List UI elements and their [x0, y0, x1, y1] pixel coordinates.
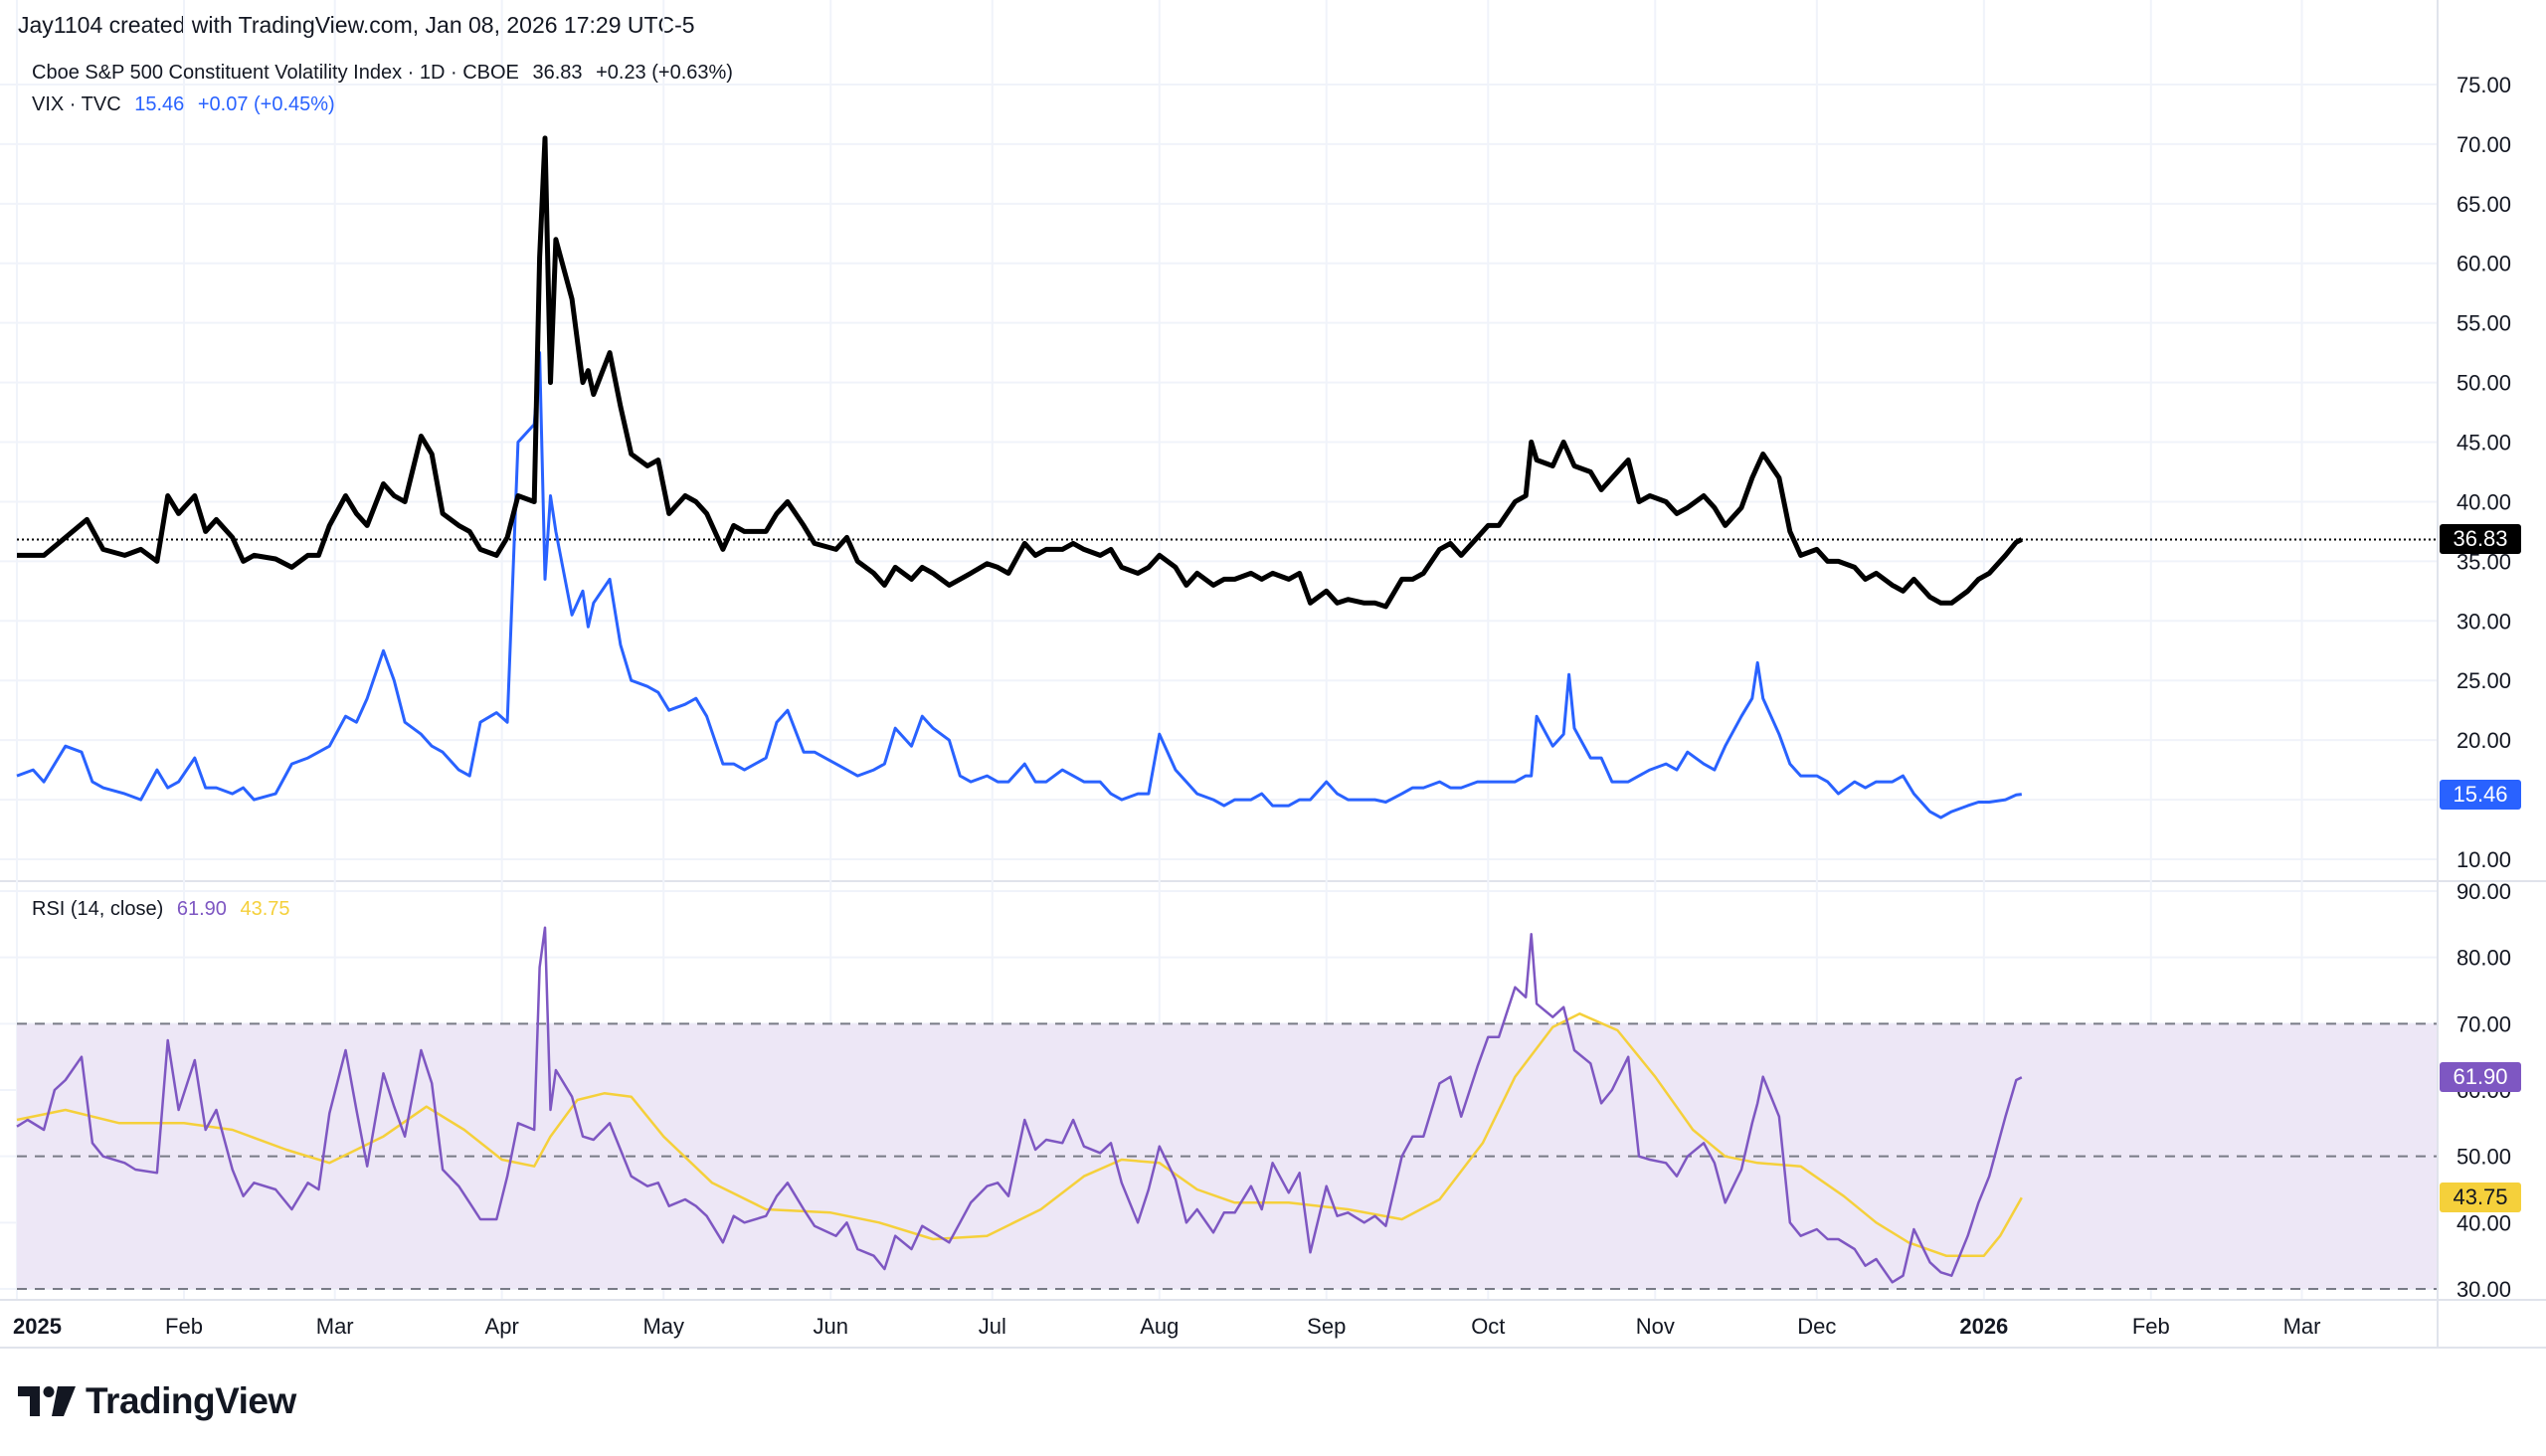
rsi-y-tick-label: 40.00	[2456, 1210, 2511, 1235]
vix-legend-name: VIX · TVC	[32, 93, 121, 115]
y-tick-label: 60.00	[2456, 252, 2511, 276]
main-legend-change: +0.23 (+0.63%)	[596, 62, 733, 84]
y-tick-label: 25.00	[2456, 668, 2511, 693]
x-tick-label: Nov	[1636, 1314, 1675, 1339]
vix-legend-change: +0.07 (+0.45%)	[197, 93, 335, 115]
vix-legend-value: 15.46	[134, 93, 185, 115]
rsi-legend: RSI (14, close) 61.90 43.75	[32, 898, 298, 921]
x-tick-label: May	[642, 1314, 684, 1339]
rsi-y-tick-label: 50.00	[2456, 1145, 2511, 1170]
x-tick-label: Jul	[979, 1314, 1006, 1339]
x-tick-label: Apr	[485, 1314, 519, 1339]
rsi-y-tick-label: 90.00	[2456, 879, 2511, 904]
x-tick-label: Mar	[2283, 1314, 2321, 1339]
rsi-y-tick-label: 80.00	[2456, 946, 2511, 971]
axis-layer: 2025 Feb Mar Apr May Jun Jul Aug Sep Oct Nov Dec 202…	[13, 73, 2511, 1339]
y-tick-label: 40.00	[2456, 489, 2511, 514]
main-price-badge: 36.83	[2440, 524, 2521, 555]
rsi-ma-value-badge: 43.75	[2440, 1183, 2521, 1213]
x-tick-label: 2026	[1959, 1314, 2008, 1339]
y-tick-label: 50.00	[2456, 371, 2511, 396]
vix-legend: VIX · TVC 15.46 +0.07 (+0.45%)	[32, 93, 343, 116]
tradingview-logo-icon	[18, 1386, 76, 1416]
rsi-band	[17, 1022, 2437, 1290]
y-tick-label: 70.00	[2456, 132, 2511, 157]
y-tick-label: 75.00	[2456, 73, 2511, 97]
rsi-ma-line	[16, 1012, 2023, 1257]
vix-line	[16, 351, 2022, 819]
y-tick-label: 20.00	[2456, 728, 2511, 753]
chart-credit: Jay1104 created with TradingView.com, Ja…	[18, 12, 695, 38]
y-tick-label: 55.00	[2456, 311, 2511, 336]
y-tick-label: 45.00	[2456, 431, 2511, 455]
x-tick-label: Feb	[2132, 1314, 2170, 1339]
main-legend-name: Cboe S&P 500 Constituent Volatility Inde…	[32, 62, 519, 84]
tradingview-logo-text: TradingView	[86, 1380, 296, 1421]
tradingview-logo[interactable]: TradingView	[18, 1380, 296, 1422]
main-legend: Cboe S&P 500 Constituent Volatility Inde…	[32, 62, 741, 85]
main-series-line	[17, 135, 2023, 610]
rsi-legend-value: 61.90	[176, 898, 227, 920]
x-tick-label: Feb	[165, 1314, 203, 1339]
y-tick-label: 30.00	[2456, 609, 2511, 634]
rsi-legend-ma: 43.75	[240, 898, 290, 920]
rsi-line	[16, 926, 2023, 1284]
x-tick-label: Aug	[1140, 1314, 1179, 1339]
x-tick-label: Sep	[1307, 1314, 1346, 1339]
y-tick-label: 65.00	[2456, 192, 2511, 217]
y-tick-label: 10.00	[2456, 847, 2511, 872]
x-tick-label: Jun	[813, 1314, 847, 1339]
x-tick-label: Oct	[1471, 1314, 1505, 1339]
rsi-value-badge: 61.90	[2440, 1062, 2521, 1093]
rsi-y-tick-label: 30.00	[2456, 1277, 2511, 1302]
main-legend-value: 36.83	[532, 62, 583, 84]
x-tick-label: Dec	[1797, 1314, 1836, 1339]
vix-price-badge: 15.46	[2440, 779, 2521, 810]
x-tick-label: Mar	[316, 1314, 354, 1339]
x-tick-label: 2025	[13, 1314, 62, 1339]
rsi-y-tick-label: 70.00	[2456, 1011, 2511, 1036]
series-layer	[16, 135, 2437, 1284]
rsi-legend-name: RSI (14, close)	[32, 898, 164, 920]
